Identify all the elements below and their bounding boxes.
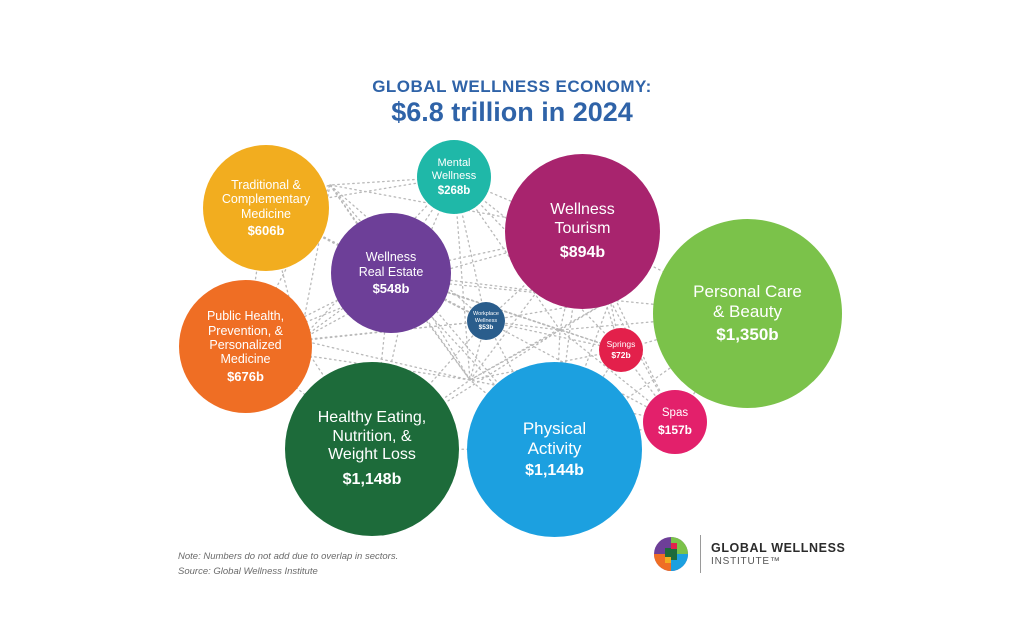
bubble-value: $53b: [478, 323, 494, 331]
bubble-wellness-real-estate: Wellness Real Estate $548b: [331, 213, 451, 333]
connection-line: [559, 299, 611, 331]
chart-note: Note: Numbers do not add due to overlap …: [178, 551, 399, 562]
bubble-public-health: Public Health, Prevention, & Personalize…: [179, 280, 312, 413]
chart-title: GLOBAL WELLNESS ECONOMY:: [372, 77, 652, 96]
bubble-label: Public Health, Prevention, & Personalize…: [206, 309, 285, 367]
bubble-label: Wellness Real Estate: [358, 250, 424, 279]
bubble-workplace-wellness: Workplace Wellness $53b: [467, 302, 505, 340]
bubble-physical-activity: Physical Activity $1,144b: [467, 362, 642, 537]
bubble-value: $1,350b: [716, 325, 779, 345]
connection-line: [453, 176, 471, 381]
bubble-label: Spas: [661, 407, 689, 420]
bubble-spas: Spas $157b: [643, 390, 707, 454]
bubble-wellness-tourism: Wellness Tourism $894b: [505, 154, 660, 309]
bubble-label: Physical Activity: [522, 418, 587, 458]
connection-line: [485, 320, 561, 331]
bubble-label: Personal Care & Beauty: [693, 281, 802, 321]
bubble-label: Mental Wellness: [431, 157, 477, 182]
bubble-mental-wellness: Mental Wellness $268b: [417, 140, 491, 214]
bubble-value: $157b: [657, 422, 693, 437]
gwi-logo-icon: [654, 537, 688, 571]
connection-line: [329, 184, 487, 322]
bubble-value: $548b: [372, 280, 410, 296]
bubble-value: $1,148b: [342, 470, 402, 488]
bubble-value: $676b: [227, 368, 264, 384]
bubble-springs: Springs $72b: [599, 328, 643, 372]
connection-line: [609, 299, 749, 315]
bubble-traditional-medicine: Traditional & Complementary Medicine $60…: [203, 145, 329, 271]
connection-line: [409, 279, 611, 301]
bubble-value: $72b: [611, 349, 631, 360]
bubble-label: Traditional & Complementary Medicine: [221, 177, 311, 221]
bubble-value: $894b: [559, 243, 606, 261]
gwi-logo: GLOBAL WELLNESS INSTITUTE™: [652, 535, 845, 573]
logo-name-line1: GLOBAL WELLNESS: [711, 540, 846, 555]
bubble-value: $1,144b: [525, 462, 584, 480]
logo-separator: [700, 535, 701, 573]
chart-subtitle: $6.8 trillion in 2024: [391, 97, 633, 127]
bubble-label: Wellness Tourism: [550, 201, 615, 237]
bubble-label: Healthy Eating, Nutrition, & Weight Loss: [317, 409, 427, 464]
connection-line: [485, 320, 622, 351]
connection-line: [609, 299, 676, 423]
bubble-label: Workplace Wellness: [473, 311, 499, 324]
connection-line: [609, 299, 622, 351]
connection-line: [299, 320, 487, 341]
bubble-value: $268b: [437, 184, 471, 197]
bubble-personal-care-beauty: Personal Care & Beauty $1,350b: [653, 219, 842, 408]
chart-source: Source: Global Wellness Institute: [178, 566, 318, 577]
bubble-label: Springs: [606, 339, 636, 350]
logo-name-line2: INSTITUTE™: [711, 555, 781, 567]
bubble-healthy-eating: Healthy Eating, Nutrition, & Weight Loss…: [285, 362, 459, 536]
bubble-value: $606b: [247, 223, 285, 239]
connection-line: [299, 339, 471, 381]
connection-line: [469, 299, 611, 381]
